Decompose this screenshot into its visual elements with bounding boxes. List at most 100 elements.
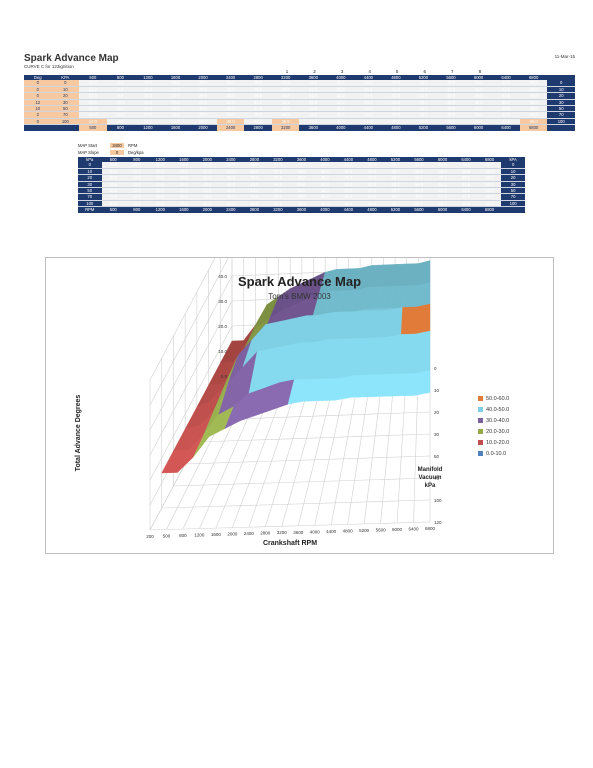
value-cell: 30.0 bbox=[216, 92, 245, 100]
value-cell: 41.8 bbox=[299, 99, 328, 107]
x-tick-label: 4000 bbox=[310, 529, 321, 534]
floor-gridline bbox=[196, 433, 431, 443]
value-cell: 42.4 bbox=[354, 105, 383, 113]
rpm-footer-cell: 1200 bbox=[134, 124, 162, 131]
map-start-value[interactable]: 3400 bbox=[110, 143, 124, 148]
rpm-header-cell: 6400 bbox=[454, 157, 478, 163]
x-tick-label: 500 bbox=[163, 534, 171, 539]
value-cell: 41.5 bbox=[244, 99, 272, 107]
table-row: 0 100 14.0 8.0 18.0 20.0 29.0 30.0 36.5 36.5 42.0 4… bbox=[24, 118, 575, 126]
value-cell: 43.1 bbox=[464, 105, 493, 113]
surface-patch bbox=[413, 370, 431, 396]
value-cell: 41.5 bbox=[244, 105, 272, 113]
kpa-cell: 30 bbox=[78, 181, 102, 189]
value-cell: 32.0 bbox=[161, 99, 190, 107]
value-cell: 41.0 bbox=[195, 187, 220, 195]
x-tick-label: 2400 bbox=[244, 531, 255, 536]
value-cell: 41.5 bbox=[454, 193, 478, 201]
value-cell: 30.0 bbox=[172, 193, 196, 201]
x-tick-label: 4400 bbox=[326, 529, 337, 534]
column-number: 8 bbox=[478, 69, 482, 74]
value-cell: 46.0 bbox=[519, 80, 548, 87]
value-cell: 49.3 bbox=[430, 187, 455, 195]
value-cell: 38.7 bbox=[383, 200, 408, 208]
x-axis-title: Crankshaft RPM bbox=[263, 540, 317, 547]
value-cell: 28.0 bbox=[172, 162, 196, 169]
value-cell: 46.0 bbox=[219, 181, 243, 189]
map-slope-unit: Deg/kpa bbox=[128, 150, 144, 155]
rpm-header-cell: 2800 bbox=[244, 75, 272, 81]
spark-table-kpa: kPa 500 800 1200 1600 2000 2400 2800 3200 3600 400… bbox=[78, 157, 525, 213]
value-cell: 43.0 bbox=[195, 181, 220, 189]
value-cell: 50.4 bbox=[336, 181, 361, 189]
page-subtitle: CURVE C for 123ignition bbox=[24, 64, 74, 69]
kpa-cell: 10 bbox=[78, 168, 102, 176]
header-cell: kPa bbox=[78, 157, 102, 163]
value-cell: 36.5 bbox=[244, 111, 272, 119]
rpm-header-cell: 800 bbox=[125, 157, 149, 163]
value-cell: 24.0 bbox=[79, 105, 107, 113]
spark-table-deg: Deg KPA 500 800 1200 1600 2000 2400 2800 3200 3600… bbox=[24, 75, 575, 131]
value-cell: 38.7 bbox=[383, 162, 408, 169]
kpa-cell: 30 bbox=[51, 99, 80, 107]
value-cell: 14.0 bbox=[79, 86, 107, 94]
rpm-footer-cell: 5600 bbox=[437, 124, 465, 131]
legend-swatch bbox=[478, 440, 483, 446]
value-cell: 40.0 bbox=[477, 200, 502, 208]
rpm-footer-cell: 5200 bbox=[409, 124, 438, 131]
value-cell: 41.0 bbox=[216, 99, 245, 107]
legend-swatch bbox=[478, 396, 483, 402]
rpm-header-cell: 3600 bbox=[299, 75, 328, 81]
legend-swatch bbox=[478, 451, 483, 457]
value-cell: 42.4 bbox=[354, 80, 383, 87]
floor-gridline bbox=[173, 477, 431, 487]
x-tick-label: 3600 bbox=[293, 530, 304, 535]
value-cell: 38.0 bbox=[289, 168, 314, 176]
rpm-footer-cell: 6800 bbox=[477, 206, 502, 213]
rpm-header-cell: 500 bbox=[101, 157, 126, 163]
value-cell: 42.0 bbox=[477, 193, 502, 201]
value-cell: 18.0 bbox=[134, 118, 162, 126]
surface-patch bbox=[372, 310, 390, 339]
rpm-header-cell: 6000 bbox=[430, 157, 455, 163]
value-cell: 18.0 bbox=[106, 105, 135, 113]
legend-swatch bbox=[478, 418, 483, 424]
table-footer-row: RPM 500 800 1200 1600 2000 2400 2800 3200 3600 400… bbox=[78, 206, 525, 213]
value-cell: 14.0 bbox=[134, 86, 162, 94]
rpm-footer-cell: 2000 bbox=[195, 206, 220, 213]
map-slope-value[interactable]: 0 bbox=[110, 150, 124, 155]
value-cell: 20.0 bbox=[148, 187, 173, 195]
rpm-footer-cell: 800 bbox=[125, 206, 149, 213]
rpm-footer-cell: 5600 bbox=[407, 206, 431, 213]
value-cell: 36.5 bbox=[244, 86, 272, 94]
value-cell: 8.0 bbox=[106, 92, 135, 100]
z-axis-title-line: kPa bbox=[425, 483, 436, 489]
value-cell: 48.7 bbox=[383, 187, 408, 195]
z-tick-label: 0 bbox=[434, 366, 437, 371]
z-tick-label: 100 bbox=[434, 498, 442, 503]
value-cell: 18.0 bbox=[134, 80, 162, 87]
value-cell: 8.0 bbox=[106, 80, 135, 87]
value-cell: 37.5 bbox=[266, 200, 290, 208]
value-cell: 42.0 bbox=[299, 80, 328, 87]
value-cell: 39.3 bbox=[430, 162, 455, 169]
value-cell: 42.0 bbox=[299, 111, 328, 119]
value-cell: 29.0 bbox=[189, 80, 217, 87]
value-cell: 30.0 bbox=[101, 187, 126, 195]
value-cell: 48.4 bbox=[336, 187, 361, 195]
surface-patch bbox=[350, 374, 370, 398]
value-cell: 35.5 bbox=[242, 168, 267, 176]
value-cell: 48.5 bbox=[360, 187, 384, 195]
legend-entry: 0.0-10.0 bbox=[478, 451, 509, 462]
surface-patch bbox=[369, 337, 388, 376]
rpm-header-cell: 1600 bbox=[161, 75, 190, 81]
side-gridline bbox=[149, 300, 233, 456]
value-cell: 14.0 bbox=[79, 80, 107, 87]
column-number: 2 bbox=[313, 69, 316, 74]
value-cell: 50.0 bbox=[289, 181, 314, 189]
value-cell: 38.2 bbox=[313, 162, 337, 169]
kpa-end-cell: 50 bbox=[547, 105, 575, 113]
rpm-header-cell: 1200 bbox=[134, 75, 162, 81]
header-cell bbox=[547, 75, 575, 81]
z-axis-title: Manifold Vacuum kPa bbox=[418, 467, 443, 489]
